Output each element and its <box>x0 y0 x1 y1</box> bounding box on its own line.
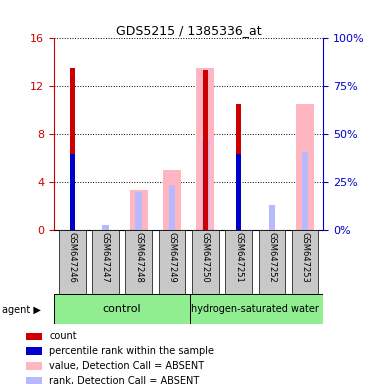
Bar <box>26 348 42 355</box>
Text: value, Detection Call = ABSENT: value, Detection Call = ABSENT <box>49 361 204 371</box>
Text: rank, Detection Call = ABSENT: rank, Detection Call = ABSENT <box>49 376 199 384</box>
FancyBboxPatch shape <box>225 230 252 294</box>
FancyBboxPatch shape <box>126 230 152 294</box>
Text: percentile rank within the sample: percentile rank within the sample <box>49 346 214 356</box>
FancyBboxPatch shape <box>192 230 219 294</box>
Text: count: count <box>49 331 77 341</box>
Bar <box>70 154 75 230</box>
Bar <box>268 205 275 230</box>
FancyBboxPatch shape <box>159 230 185 294</box>
Bar <box>196 68 214 230</box>
Text: control: control <box>103 304 141 314</box>
FancyBboxPatch shape <box>59 230 85 294</box>
Bar <box>169 185 175 230</box>
FancyBboxPatch shape <box>292 230 318 294</box>
Text: GSM647250: GSM647250 <box>201 232 210 283</box>
Bar <box>26 333 42 340</box>
Text: GSM647252: GSM647252 <box>267 232 276 283</box>
Bar <box>26 362 42 370</box>
Bar <box>203 70 208 230</box>
Bar <box>236 104 241 230</box>
Bar <box>70 68 75 230</box>
Bar <box>296 104 314 230</box>
Text: GSM647248: GSM647248 <box>134 232 143 283</box>
Bar <box>130 190 148 230</box>
Bar <box>26 377 42 384</box>
Text: hydrogen-saturated water: hydrogen-saturated water <box>191 304 319 314</box>
Bar <box>302 152 308 230</box>
Bar <box>202 141 209 230</box>
Bar <box>102 225 109 230</box>
Bar <box>236 154 241 230</box>
Text: GSM647253: GSM647253 <box>301 232 310 283</box>
FancyBboxPatch shape <box>258 230 285 294</box>
Title: GDS5215 / 1385336_at: GDS5215 / 1385336_at <box>116 24 261 37</box>
FancyBboxPatch shape <box>92 230 119 294</box>
Text: GSM647251: GSM647251 <box>234 232 243 283</box>
FancyBboxPatch shape <box>54 294 190 324</box>
FancyBboxPatch shape <box>190 294 323 324</box>
Bar <box>136 192 142 230</box>
Text: GSM647246: GSM647246 <box>68 232 77 283</box>
Text: agent ▶: agent ▶ <box>2 305 41 314</box>
Bar <box>163 170 181 230</box>
Text: GSM647249: GSM647249 <box>167 232 176 283</box>
Text: GSM647247: GSM647247 <box>101 232 110 283</box>
